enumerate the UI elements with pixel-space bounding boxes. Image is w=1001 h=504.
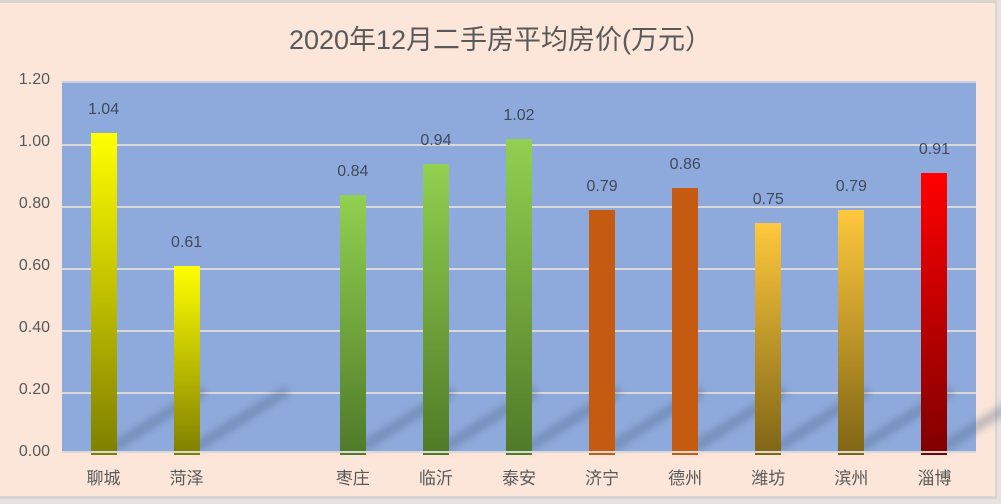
bar-滨州[interactable]: [838, 210, 865, 455]
data-label: 0.61: [171, 233, 203, 251]
x-tick-label: 德州: [668, 469, 703, 489]
plot-area: 1.04 0.61 0.84 0.94 1.02 0.79 0.86 0.75 0.79 0.91: [62, 81, 1001, 455]
y-tick-label: 1.20: [18, 71, 50, 88]
y-tick-label: 0.20: [18, 381, 50, 398]
chart-title: 2020年12月二手房平均房价(万元）: [288, 25, 713, 55]
x-tick-label: 枣庄: [335, 469, 370, 489]
y-tick-label: 0.60: [18, 257, 50, 274]
bar-菏泽[interactable]: [173, 265, 200, 455]
x-tick-label: 滨州: [834, 469, 869, 489]
x-axis-line: [62, 451, 976, 453]
data-label: 1.02: [503, 106, 535, 124]
data-label: 1.04: [87, 100, 120, 118]
bar-德州[interactable]: [672, 188, 699, 455]
bar-聊城[interactable]: [90, 132, 117, 455]
bar-临沂[interactable]: [422, 163, 449, 455]
data-label: 0.91: [918, 140, 951, 158]
y-tick-label: 1.00: [18, 133, 50, 150]
data-label: 0.94: [420, 131, 452, 149]
y-tick-label: 0.40: [18, 319, 50, 336]
x-tick-label: 潍坊: [751, 469, 786, 489]
data-label: 0.79: [835, 178, 867, 196]
data-label: 0.79: [586, 178, 618, 196]
x-tick-label: 聊城: [86, 469, 121, 489]
bar-淄博[interactable]: [921, 172, 948, 455]
y-tick-label: 0.80: [18, 195, 50, 212]
data-label: 0.84: [337, 162, 369, 180]
data-label: 0.75: [752, 190, 784, 208]
x-tick-label: 泰安: [502, 469, 536, 489]
data-label: 0.86: [669, 156, 701, 174]
y-tick-label: 0.00: [18, 443, 50, 460]
x-tick-label: 淄博: [917, 469, 952, 489]
x-tick-label: 临沂: [418, 469, 453, 489]
bar-枣庄[interactable]: [339, 194, 366, 455]
x-tick-label: 济宁: [585, 469, 620, 489]
x-tick-label: 菏泽: [169, 469, 204, 489]
bar-济宁[interactable]: [589, 210, 616, 455]
bar-潍坊[interactable]: [755, 222, 782, 455]
bar-shadow: [191, 385, 291, 453]
bar-泰安[interactable]: [506, 138, 532, 455]
